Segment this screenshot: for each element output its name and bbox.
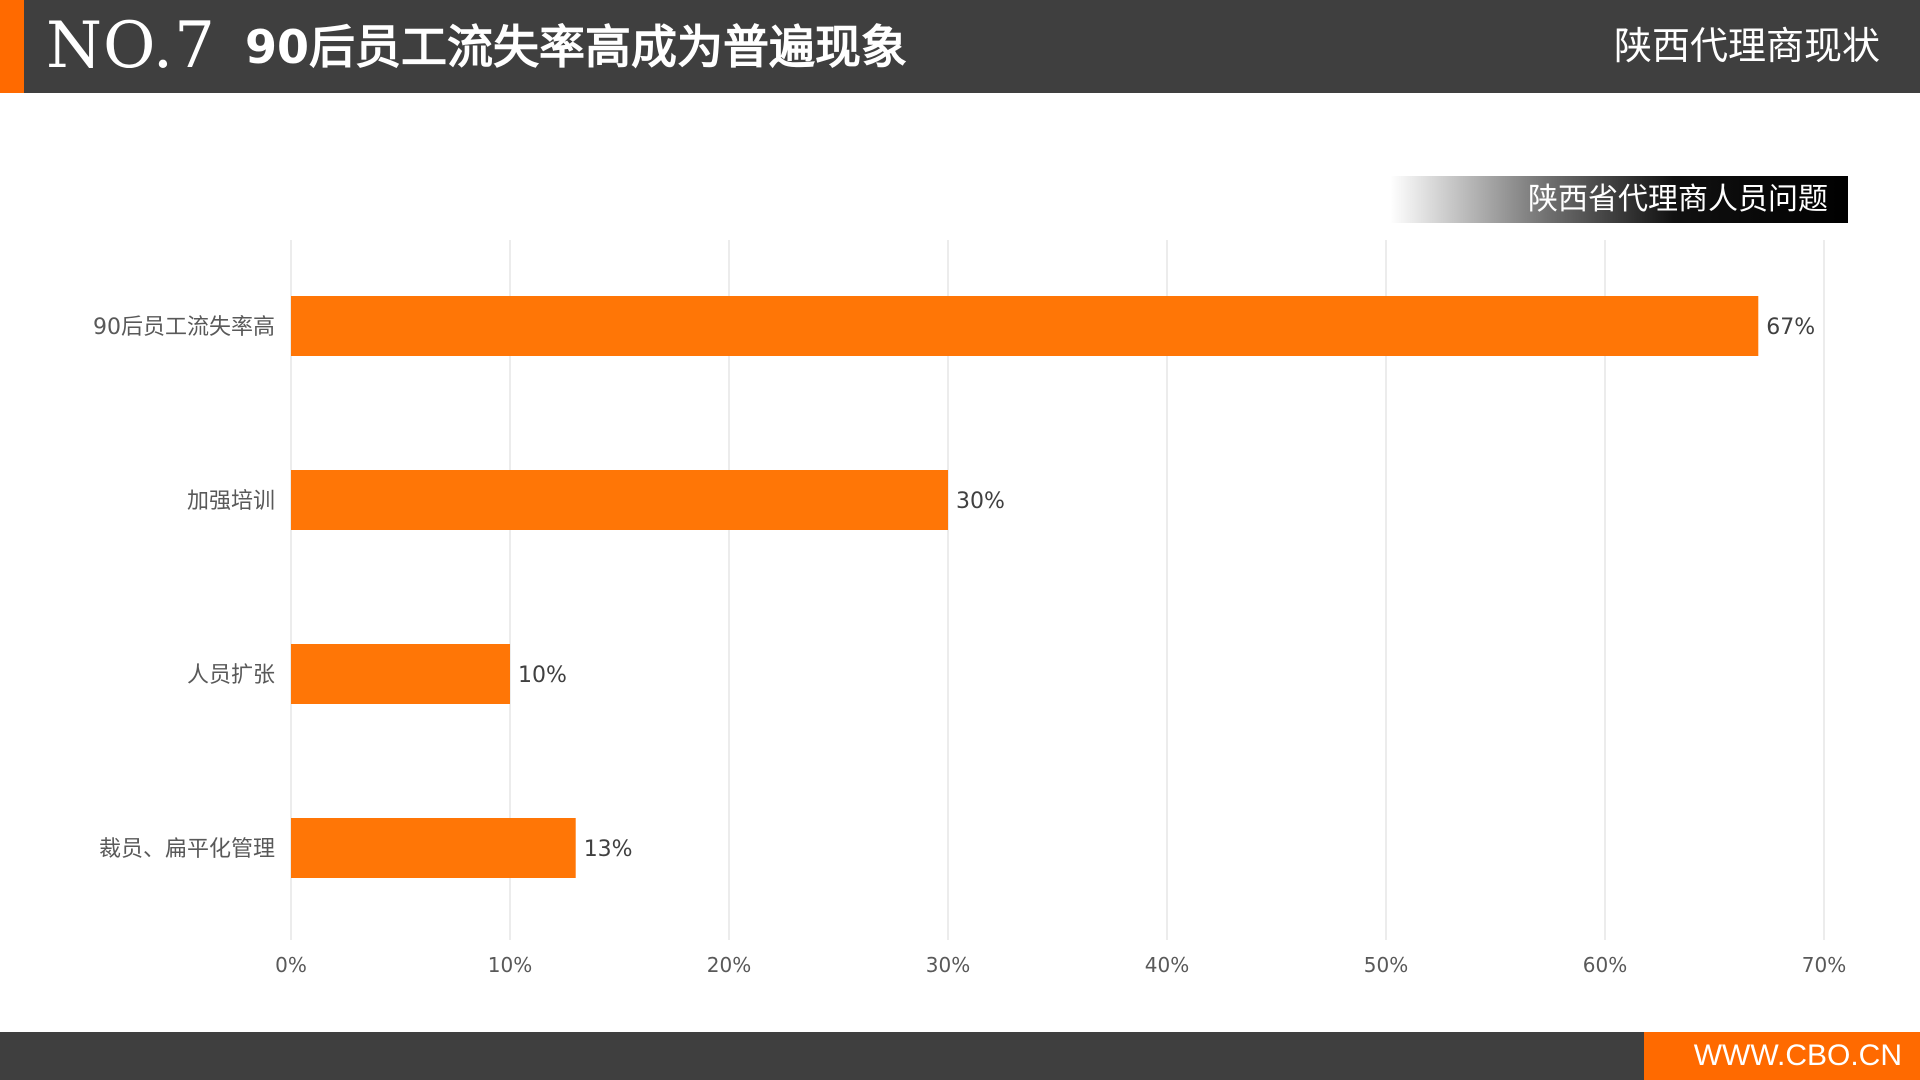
x-tick-label: 40% <box>1145 953 1189 977</box>
footer-bar: WWW.CBO.CN <box>0 1032 1920 1080</box>
header-accent-stripe <box>0 0 24 93</box>
x-tick-label: 60% <box>1583 953 1627 977</box>
data-label: 67% <box>1766 315 1815 340</box>
data-label: 13% <box>584 837 633 862</box>
header-bar <box>0 0 1920 93</box>
category-label: 裁员、扁平化管理 <box>99 837 275 862</box>
x-tick-label: 0% <box>275 953 307 977</box>
x-tick-label: 70% <box>1802 953 1846 977</box>
data-label: 30% <box>956 489 1005 514</box>
chart-title: 陕西省代理商人员问题 <box>1528 182 1828 217</box>
x-tick-label: 30% <box>926 953 970 977</box>
footer-url: WWW.CBO.CN <box>1693 1039 1902 1072</box>
bar <box>291 818 576 878</box>
x-tick-label: 10% <box>488 953 532 977</box>
chart-title-banner: 陕西省代理商人员问题 <box>1390 176 1848 223</box>
category-label: 90后员工流失率高 <box>93 315 275 340</box>
category-label: 人员扩张 <box>187 663 275 688</box>
bar-chart: 0% 10% 20% 30% 40% 50% 60% 70% 90后员工流失率高 67% 加强培训 3… <box>93 240 1846 977</box>
x-tick-label: 20% <box>707 953 751 977</box>
section-label: 陕西代理商现状 <box>1613 24 1880 68</box>
footer-url-box: WWW.CBO.CN <box>1644 1032 1920 1080</box>
bar <box>291 470 948 530</box>
x-tick-label: 50% <box>1364 953 1408 977</box>
slide-number: NO.7 <box>46 9 216 83</box>
slide-title: 90后员工流失率高成为普遍现象 <box>245 20 908 74</box>
data-label: 10% <box>518 663 567 688</box>
category-label: 加强培训 <box>187 489 275 514</box>
bar <box>291 644 510 704</box>
bar <box>291 296 1759 356</box>
